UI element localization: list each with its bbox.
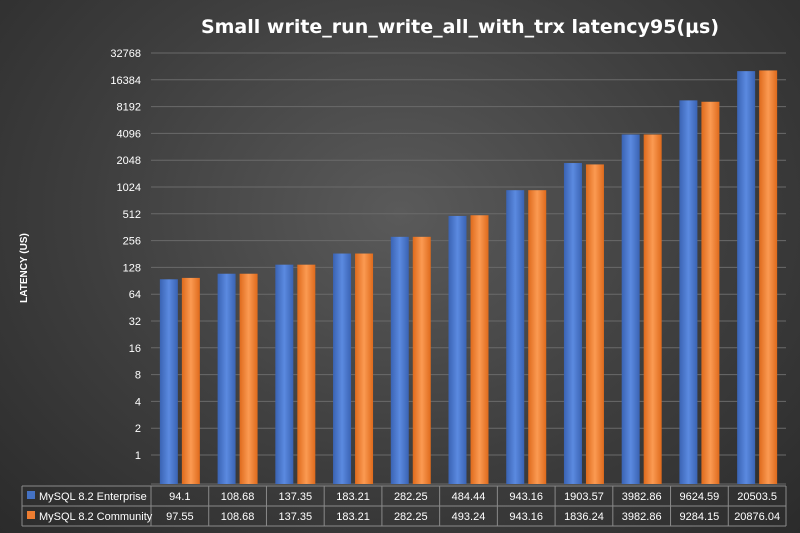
y-tick-label: 8 bbox=[135, 370, 141, 382]
y-axis-label: LATENCY (US) bbox=[19, 233, 30, 303]
bar-community bbox=[701, 101, 720, 485]
bar-enterprise bbox=[448, 215, 467, 484]
legend-entry: MySQL 8.2 Enterprise bbox=[39, 491, 147, 503]
y-tick-label: 2048 bbox=[117, 155, 141, 167]
data-label: 9624.59 bbox=[680, 491, 720, 503]
data-label: 20503.5 bbox=[737, 491, 777, 503]
y-tick-label: 1 bbox=[135, 450, 141, 462]
y-tick-label: 16 bbox=[129, 343, 141, 355]
bar-community bbox=[470, 215, 489, 484]
bar-enterprise bbox=[621, 134, 640, 484]
y-tick-label: 16384 bbox=[110, 75, 141, 87]
y-tick-label: 4 bbox=[135, 396, 141, 408]
bar-community bbox=[412, 236, 431, 484]
data-label: 1903.57 bbox=[564, 491, 604, 503]
data-label: 1836.24 bbox=[564, 511, 604, 523]
legend-swatch bbox=[27, 491, 35, 499]
data-label: 3982.86 bbox=[622, 491, 662, 503]
bar-community bbox=[181, 277, 200, 484]
bar-community bbox=[585, 164, 604, 484]
data-label: 183.21 bbox=[336, 491, 370, 503]
data-label: 943.16 bbox=[509, 491, 543, 503]
y-tick-label: 4096 bbox=[117, 128, 141, 140]
data-table: MySQL 8.2 Enterprise 94.1 108.68 137.35 183.… bbox=[21, 485, 787, 527]
bar-community bbox=[759, 70, 778, 485]
data-label: 484.44 bbox=[452, 491, 486, 503]
data-label: 282.25 bbox=[394, 511, 428, 523]
legend-entry: MySQL 8.2 Community bbox=[39, 511, 153, 523]
y-tick-label: 32 bbox=[129, 316, 141, 328]
bar-enterprise bbox=[679, 100, 698, 485]
y-tick-labels: 1 2 4 8 16 32 64 128 256 512 1024 2048 4096 8192 16384… bbox=[110, 48, 141, 462]
bar-community bbox=[355, 253, 374, 484]
y-tick-label: 128 bbox=[123, 262, 141, 274]
bar-enterprise bbox=[217, 273, 236, 484]
bar-enterprise bbox=[275, 264, 294, 484]
bar-enterprise bbox=[390, 236, 409, 484]
data-label: 137.35 bbox=[278, 491, 312, 503]
y-tick-label: 2 bbox=[135, 423, 141, 435]
data-label: 943.16 bbox=[509, 511, 543, 523]
data-label: 493.24 bbox=[452, 511, 486, 523]
bar-enterprise bbox=[506, 190, 525, 485]
data-label: 20876.04 bbox=[734, 511, 780, 523]
data-label: 94.1 bbox=[169, 491, 190, 503]
bar-community bbox=[239, 273, 258, 484]
bar-enterprise bbox=[159, 279, 178, 484]
data-label: 137.35 bbox=[278, 511, 312, 523]
data-label: 183.21 bbox=[336, 511, 370, 523]
data-label: 9284.15 bbox=[680, 511, 720, 523]
y-tick-label: 64 bbox=[129, 289, 141, 301]
bar-enterprise bbox=[737, 71, 756, 484]
y-tick-label: 32768 bbox=[110, 48, 141, 60]
chart-title: Small write_run_write_all_with_trx laten… bbox=[201, 16, 719, 38]
data-label: 97.55 bbox=[166, 511, 194, 523]
y-tick-label: 256 bbox=[123, 236, 141, 248]
bar-community bbox=[528, 190, 547, 485]
bar-enterprise bbox=[563, 163, 582, 484]
bars bbox=[159, 70, 778, 485]
data-label: 282.25 bbox=[394, 491, 428, 503]
bar-community bbox=[297, 264, 316, 484]
y-tick-label: 1024 bbox=[117, 182, 141, 194]
data-label: 108.68 bbox=[221, 491, 255, 503]
data-label: 3982.86 bbox=[622, 511, 662, 523]
data-label: 108.68 bbox=[221, 511, 255, 523]
bar-community bbox=[643, 134, 662, 484]
y-tick-label: 8192 bbox=[117, 102, 141, 114]
bar-enterprise bbox=[333, 253, 352, 484]
y-tick-label: 512 bbox=[123, 209, 141, 221]
legend-swatch bbox=[27, 511, 35, 519]
